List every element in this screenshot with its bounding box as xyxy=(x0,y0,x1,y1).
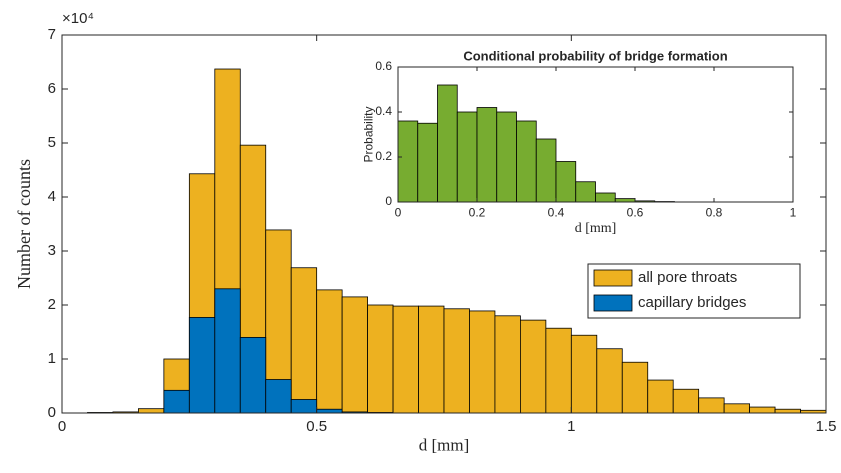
histogram-bar xyxy=(456,111,478,203)
histogram-bar xyxy=(469,310,496,414)
histogram-bar xyxy=(774,408,801,414)
x-tick-label: 1 xyxy=(790,206,797,220)
axes-box xyxy=(61,34,827,414)
y-axis-label: Probability xyxy=(361,106,375,162)
histogram-bar xyxy=(214,288,241,414)
y-tick-label: 6 xyxy=(48,80,56,97)
x-tick-label: 1 xyxy=(567,418,575,435)
histogram-bar xyxy=(417,122,438,203)
y-tick-label: 2 xyxy=(48,296,56,313)
histogram-bar xyxy=(418,305,445,414)
inset-title: Conditional probability of bridge format… xyxy=(463,48,727,63)
histogram-bar xyxy=(188,317,216,414)
histogram-bar xyxy=(265,379,292,414)
y-tick-label: 0.6 xyxy=(375,59,392,73)
y-tick-label: 4 xyxy=(48,188,56,205)
y-tick-label: 5 xyxy=(48,134,56,151)
y-tick-label: 3 xyxy=(48,242,56,259)
histogram-bar xyxy=(494,315,521,414)
x-tick-label: 0.5 xyxy=(306,418,327,435)
x-tick-label: 1.5 xyxy=(816,418,837,435)
x-tick-label: 0.2 xyxy=(469,206,486,220)
histogram-bar xyxy=(316,408,343,414)
legend-swatch xyxy=(593,294,633,312)
histogram-bar xyxy=(614,198,636,203)
histogram-bar xyxy=(437,84,458,203)
y-tick-label: 0 xyxy=(385,194,392,208)
legend-label: all pore throats xyxy=(638,269,737,286)
histogram-bar xyxy=(516,120,537,203)
histogram-bar xyxy=(443,308,470,414)
x-axis-label: d [mm] xyxy=(419,436,470,455)
histogram-bar xyxy=(476,107,498,203)
histogram-bar xyxy=(545,327,572,414)
histogram-bar xyxy=(535,138,557,203)
x-tick-label: 0.6 xyxy=(627,206,644,220)
x-tick-label: 0 xyxy=(395,206,402,220)
y-tick-label: 1 xyxy=(48,350,56,367)
y-axis-label: Number of counts xyxy=(14,159,34,289)
histogram-bar xyxy=(698,397,725,414)
histogram-bar xyxy=(570,334,598,414)
histogram-bar xyxy=(749,406,776,414)
histogram-bar xyxy=(397,120,419,203)
histogram-bar xyxy=(392,305,419,414)
histogram-bar xyxy=(496,111,517,203)
histogram-bar xyxy=(596,348,623,414)
histogram-bar xyxy=(672,388,700,414)
x-axis-label: d [mm] xyxy=(575,221,617,236)
histogram-bar xyxy=(595,192,616,203)
histogram-bar xyxy=(723,403,751,414)
legend-label: capillary bridges xyxy=(638,294,746,311)
histogram-bar xyxy=(341,296,368,414)
legend-swatch xyxy=(593,269,633,287)
histogram-bar xyxy=(555,161,577,203)
histogram-bar xyxy=(647,379,674,414)
x-tick-label: 0 xyxy=(58,418,66,435)
histogram-bar xyxy=(621,361,649,414)
axes-box xyxy=(397,66,794,203)
x-tick-label: 0.8 xyxy=(706,206,723,220)
x-tick-label: 0.4 xyxy=(548,206,565,220)
histogram-bar xyxy=(520,319,547,414)
y-tick-label: 0 xyxy=(48,404,56,421)
histogram-bar xyxy=(367,304,394,414)
histogram-bar xyxy=(163,389,190,414)
histogram-bar xyxy=(290,399,318,414)
histogram-bar xyxy=(137,408,165,414)
histogram-bar xyxy=(575,181,596,203)
y-tick-label: 0.2 xyxy=(375,149,392,163)
histogram-bar xyxy=(290,267,318,414)
histogram-bar xyxy=(316,289,343,414)
y-tick-label: 0.4 xyxy=(375,104,392,118)
y-tick-label: 7 xyxy=(48,26,56,43)
y-multiplier: ×10⁴ xyxy=(62,10,94,27)
histogram-bar xyxy=(239,336,267,414)
